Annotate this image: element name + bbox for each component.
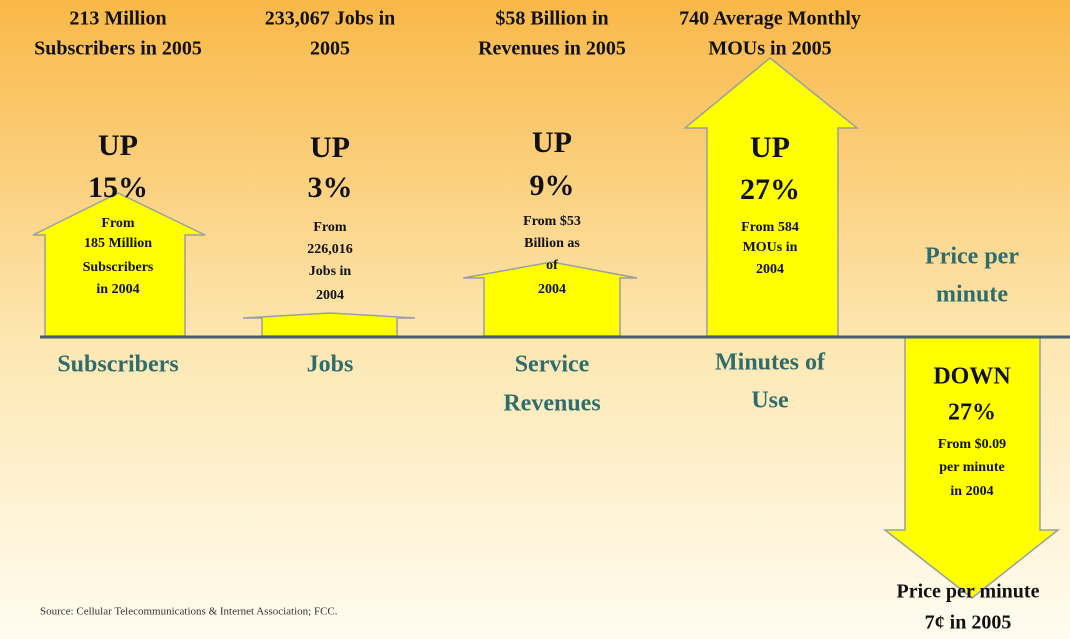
from-text: in 2004 xyxy=(96,282,139,297)
category-label: Use xyxy=(751,388,789,414)
headline: Revenues in 2005 xyxy=(478,38,626,60)
down-arrow xyxy=(882,336,1061,599)
from-text: From 584 xyxy=(741,220,799,235)
change: 27% xyxy=(948,400,996,426)
from-text: From xyxy=(313,220,347,235)
from-text: From xyxy=(101,216,135,231)
from-text: From $53 xyxy=(523,214,581,229)
category-label: Service xyxy=(515,352,590,378)
from-text: of xyxy=(546,258,558,273)
source: Source: Cellular Telecommunications & In… xyxy=(40,606,338,618)
from-text: 2004 xyxy=(316,288,344,303)
headline: MOUs in 2005 xyxy=(708,38,831,60)
change: 27% xyxy=(740,173,800,206)
headline: 740 Average Monthly xyxy=(679,8,861,30)
from-text: per minute xyxy=(939,460,1004,475)
category-label: Price per xyxy=(925,244,1019,270)
direction: UP xyxy=(310,131,350,164)
from-text: Jobs in xyxy=(309,264,352,279)
change: 15% xyxy=(88,171,148,204)
headline: 213 Million xyxy=(69,8,166,30)
from-text: in 2004 xyxy=(950,484,993,499)
up-arrow xyxy=(242,312,416,337)
category-label: Revenues xyxy=(503,391,600,417)
category-label: Subscribers xyxy=(57,352,178,378)
change: 9% xyxy=(530,169,575,202)
from-text: Billion as xyxy=(524,236,580,251)
up-arrow xyxy=(682,57,860,337)
direction: UP xyxy=(532,126,572,159)
category-label: minute xyxy=(936,282,1008,308)
direction: UP xyxy=(98,129,138,162)
from-text: Subscribers xyxy=(83,260,154,275)
headline: 2005 xyxy=(310,38,350,60)
change: 3% xyxy=(308,171,353,204)
up-arrow xyxy=(32,192,206,337)
from-text: 185 Million xyxy=(84,236,152,251)
direction: DOWN xyxy=(933,364,1011,390)
headline: Price per minute xyxy=(897,581,1040,603)
from-text: 226,016 xyxy=(307,242,353,257)
from-text: 2004 xyxy=(756,262,784,277)
from-text: 2004 xyxy=(538,282,566,297)
headline: 233,067 Jobs in xyxy=(265,8,396,30)
headline: 7¢ in 2005 xyxy=(925,612,1012,634)
category-label: Minutes of xyxy=(715,350,826,376)
from-text: From $0.09 xyxy=(938,437,1006,452)
from-text: MOUs in xyxy=(743,240,798,255)
up-arrow xyxy=(462,261,638,337)
headline: Subscribers in 2005 xyxy=(34,38,202,60)
direction: UP xyxy=(750,131,790,164)
category-label: Jobs xyxy=(307,352,354,378)
headline: $58 Billion in xyxy=(495,8,608,30)
